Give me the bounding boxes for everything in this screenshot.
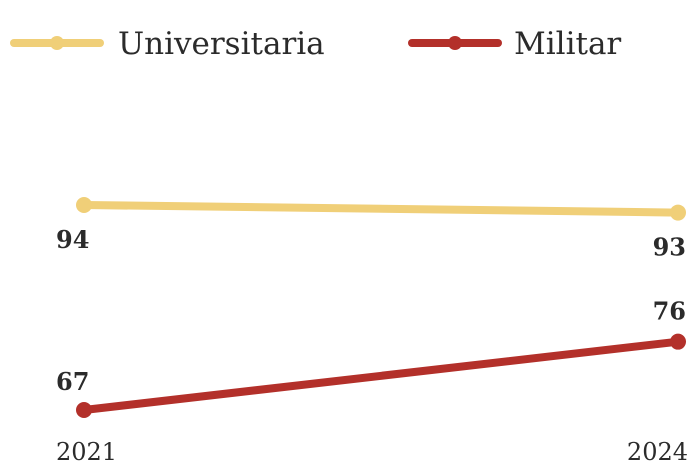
series-layer — [76, 197, 686, 418]
legend-label-militar: Militar — [514, 26, 621, 62]
data-label-universitaria-2024: 93 — [653, 233, 686, 262]
data-label-militar-2024: 76 — [653, 297, 686, 326]
legend-item-universitaria: Universitaria — [10, 26, 325, 62]
data-point-militar-2024 — [670, 333, 686, 350]
legend-item-militar: Militar — [408, 26, 621, 62]
x-tick-label-2021: 2021 — [56, 438, 117, 466]
data-point-militar-2021 — [76, 402, 92, 418]
data-point-universitaria-2021 — [76, 197, 92, 213]
legend-marker-universitaria — [50, 36, 64, 50]
series-line-universitaria — [80, 201, 682, 217]
x-axis-ticks: 2021 2024 — [56, 438, 688, 466]
legend: Universitaria Militar — [10, 26, 621, 62]
legend-marker-militar — [448, 36, 462, 50]
data-label-militar-2021: 67 — [56, 367, 89, 396]
legend-label-universitaria: Universitaria — [118, 26, 325, 62]
data-point-universitaria-2024 — [670, 204, 686, 221]
data-label-layer: 94 93 67 76 — [56, 225, 686, 396]
x-tick-label-2024: 2024 — [627, 438, 688, 466]
plot-area: 94 93 67 76 2021 2024 — [56, 197, 688, 466]
data-label-universitaria-2021: 94 — [56, 225, 89, 254]
series-line-militar — [80, 337, 682, 414]
